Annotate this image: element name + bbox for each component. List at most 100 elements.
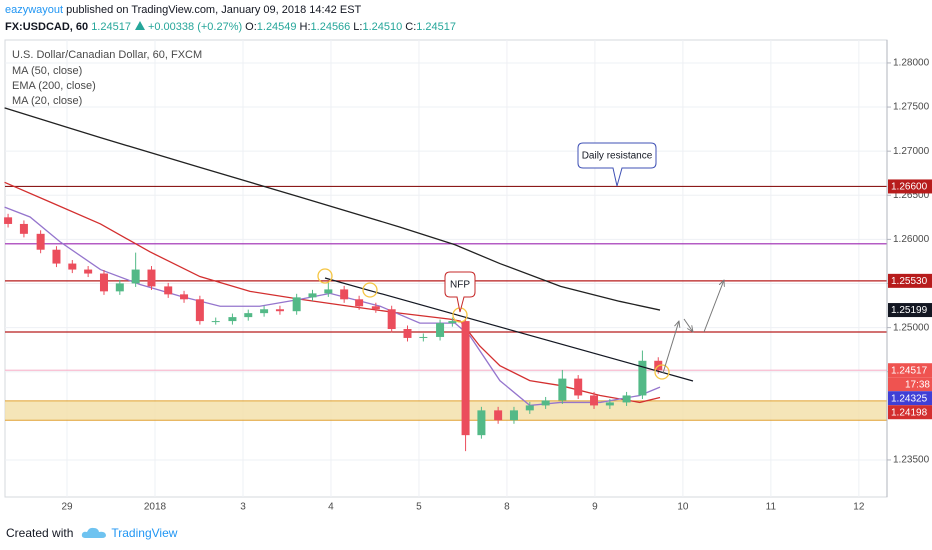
price-label: 1.25530 bbox=[891, 276, 928, 287]
candle-body bbox=[52, 249, 61, 264]
y-tick-label: 1.25000 bbox=[893, 322, 930, 333]
candle-body bbox=[448, 321, 457, 324]
legend-entry: MA (50, close) bbox=[12, 65, 82, 77]
y-tick-label: 1.27000 bbox=[893, 146, 930, 157]
highlight-circle bbox=[317, 268, 333, 284]
projection-arrow bbox=[703, 280, 724, 333]
candle-body bbox=[509, 410, 518, 421]
y-tick-label: 1.28000 bbox=[893, 58, 930, 69]
candle-body bbox=[622, 395, 631, 403]
x-tick-label: 10 bbox=[677, 502, 689, 513]
symbol: FX:USDCAD, 60 bbox=[5, 21, 89, 33]
created-with: Created with bbox=[6, 526, 74, 540]
candle-body bbox=[292, 297, 301, 312]
ohlc: O:1.24549 H:1.24566 L:1.24510 C:1.24517 bbox=[245, 21, 459, 33]
ohlc-label: L: bbox=[353, 21, 363, 33]
price-label: 1.24198 bbox=[891, 407, 928, 418]
x-tick-label: 11 bbox=[766, 502, 777, 513]
price-label-bg bbox=[888, 273, 932, 288]
pane bbox=[4, 39, 888, 498]
last-price: 1.24517 bbox=[91, 21, 131, 33]
y-tick-label: 1.26500 bbox=[893, 190, 930, 201]
candle-body bbox=[180, 294, 189, 300]
ohlc-value: 1.24549 bbox=[256, 21, 297, 33]
callout-text: Daily resistance bbox=[582, 151, 653, 162]
candle-body bbox=[131, 269, 140, 284]
candle-body bbox=[84, 269, 93, 274]
price-label: 1.24325 bbox=[891, 393, 928, 404]
x-tick-label: 8 bbox=[504, 502, 510, 513]
ma-line bbox=[4, 107, 661, 311]
price-label-bg bbox=[888, 391, 932, 406]
published: published on TradingView.com, January 09… bbox=[66, 4, 362, 16]
candle-body bbox=[36, 233, 45, 250]
x-tick-label: 2018 bbox=[144, 502, 167, 513]
candle-body bbox=[4, 217, 13, 224]
countdown: 17:38 bbox=[905, 379, 930, 390]
candle-body bbox=[260, 309, 269, 314]
x-tick-label: 3 bbox=[240, 502, 246, 513]
candle-body bbox=[461, 321, 470, 436]
x-tick-label: 12 bbox=[853, 502, 865, 513]
legend-entry: MA (20, close) bbox=[12, 95, 82, 107]
header: eazywayout published on TradingView.com, … bbox=[5, 2, 462, 36]
candle-body bbox=[68, 263, 77, 270]
price-label-bg bbox=[888, 405, 932, 420]
candle-body bbox=[387, 309, 396, 330]
callout-text: NFP bbox=[450, 280, 470, 291]
candle-body bbox=[275, 309, 284, 312]
support-zone bbox=[5, 400, 887, 421]
price-label: 1.26600 bbox=[891, 182, 928, 193]
candle-body bbox=[228, 317, 237, 322]
countdown-bg bbox=[888, 377, 932, 392]
callout-box bbox=[444, 271, 476, 313]
price-label-bg bbox=[888, 303, 932, 318]
candle-body bbox=[355, 299, 364, 307]
candle-body bbox=[419, 336, 428, 338]
candle-body bbox=[19, 223, 28, 234]
drawings: Daily resistance NFP bbox=[317, 142, 724, 382]
price-label: 1.24517 bbox=[891, 365, 928, 376]
chart: Daily resistance NFP U.S. Dollar/Canadia… bbox=[4, 39, 932, 513]
ohlc-value: 1.24510 bbox=[362, 21, 403, 33]
candle-body bbox=[371, 306, 380, 310]
candle-body bbox=[244, 313, 253, 318]
candle-body bbox=[525, 405, 534, 411]
author[interactable]: eazywayout bbox=[5, 4, 64, 16]
brand[interactable]: TradingView bbox=[111, 526, 178, 540]
ohlc-label: H: bbox=[299, 21, 311, 33]
trend-line bbox=[324, 277, 694, 382]
ohlc-value: 1.24517 bbox=[416, 21, 457, 33]
y-tick-label: 1.26000 bbox=[893, 234, 930, 245]
projection-arrow bbox=[662, 321, 679, 374]
candle-body bbox=[574, 378, 583, 396]
quote-line: FX:USDCAD, 60 1.24517 +0.00338 (+0.27%) O:… bbox=[5, 19, 462, 36]
candle-body bbox=[403, 329, 412, 338]
highlight-circle bbox=[654, 364, 670, 380]
candle-body bbox=[638, 360, 647, 396]
candle-body bbox=[541, 400, 550, 406]
projection-arrow bbox=[683, 318, 693, 332]
candle-body bbox=[436, 323, 445, 337]
candle-body bbox=[340, 289, 349, 300]
candle-body bbox=[211, 321, 220, 323]
candle-body bbox=[115, 283, 124, 292]
ohlc-value: 1.24566 bbox=[310, 21, 351, 33]
candle-body bbox=[494, 410, 503, 421]
candle-body bbox=[477, 410, 486, 436]
callout-box bbox=[577, 142, 657, 187]
candle-body bbox=[164, 286, 173, 295]
price-label-bg bbox=[888, 179, 932, 194]
legend-entry: EMA (200, close) bbox=[12, 80, 96, 92]
y-tick-label: 1.27500 bbox=[893, 102, 930, 113]
y-tick-label: 1.23500 bbox=[893, 455, 930, 466]
candle-body bbox=[308, 293, 317, 298]
candle-body bbox=[558, 378, 567, 401]
legend: U.S. Dollar/Canadian Dollar, 60, FXCM MA… bbox=[12, 49, 202, 107]
candle-body bbox=[324, 289, 333, 294]
x-tick-label: 29 bbox=[61, 502, 73, 513]
ma-line bbox=[4, 181, 661, 404]
price-label: 1.25199 bbox=[891, 305, 928, 316]
candle-body bbox=[195, 299, 204, 322]
